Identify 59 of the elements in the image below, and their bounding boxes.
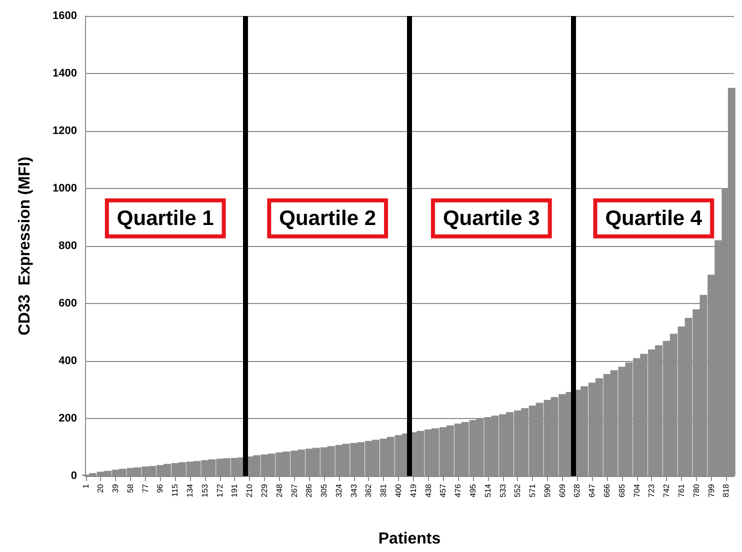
x-tick-label: 647 (588, 483, 597, 498)
x-tick-label: 419 (408, 483, 418, 498)
x-tick-label: 628 (572, 483, 582, 498)
x-tick-label: 780 (692, 483, 701, 498)
x-tick-label: 172 (215, 483, 224, 498)
y-tick-label: 1000 (52, 182, 77, 194)
x-tick-label: 362 (364, 483, 374, 498)
x-tick-label: 799 (706, 483, 716, 498)
x-tick-label: 457 (438, 483, 448, 498)
y-axis-title: CD33 Expression (MFI) (16, 156, 34, 336)
x-tick-label: 609 (558, 483, 567, 498)
y-tick-label: 1600 (52, 10, 77, 22)
x-tick-label: 20 (96, 483, 106, 493)
y-tick-label: 1200 (52, 125, 77, 137)
y-tick-label: 400 (58, 355, 77, 367)
x-tick-label: 590 (542, 483, 552, 498)
x-tick-label: 305 (320, 483, 329, 498)
x-tick-label: 742 (662, 483, 672, 498)
x-tick-label: 210 (245, 483, 254, 498)
x-tick-label: 267 (290, 483, 299, 498)
y-tick-label: 0 (70, 470, 77, 482)
x-tick-label: 134 (186, 483, 195, 498)
x-tick-label: 533 (498, 483, 508, 498)
x-tick-label: 685 (617, 483, 626, 498)
x-tick-label: 761 (676, 483, 686, 498)
annotation: Quartile 3 (442, 206, 540, 230)
x-tick-label: 96 (156, 483, 165, 493)
x-tick-label: 229 (260, 483, 269, 498)
x-tick-label: 476 (454, 483, 463, 498)
x-tick-label: 58 (126, 483, 135, 493)
x-tick-label: 1 (81, 483, 90, 488)
x-tick-label: 39 (111, 483, 120, 493)
x-tick-label: 438 (424, 483, 433, 498)
x-tick-label: 818 (722, 483, 731, 498)
x-tick-label: 115 (170, 483, 180, 497)
x-tick-label: 514 (483, 483, 492, 498)
x-axis-title: Patients (378, 530, 441, 548)
x-tick-label: 666 (602, 483, 612, 498)
x-tick-label: 286 (304, 483, 314, 498)
x-tick-label: 191 (230, 483, 240, 498)
y-tick-label: 1400 (52, 68, 77, 80)
x-tick-label: 153 (200, 483, 210, 498)
annotation: Quartile 4 (605, 206, 702, 230)
x-tick-label: 495 (468, 483, 478, 498)
y-tick-label: 800 (58, 240, 77, 252)
x-tick-label: 571 (528, 483, 538, 498)
x-tick-label: 77 (140, 483, 150, 493)
y-tick-label: 200 (58, 412, 77, 424)
x-tick-label: 704 (632, 483, 642, 498)
x-tick-label: 381 (379, 483, 388, 498)
annotation: Quartile 2 (279, 206, 376, 230)
x-tick-label: 723 (647, 483, 656, 498)
x-tick-label: 248 (274, 483, 284, 498)
x-tick-label: 552 (513, 483, 522, 498)
annotation: Quartile 1 (116, 206, 214, 230)
x-tick-label: 324 (334, 483, 344, 498)
x-tick-label: 400 (394, 483, 404, 498)
y-tick-label: 600 (58, 298, 77, 310)
x-tick-label: 343 (349, 483, 358, 498)
